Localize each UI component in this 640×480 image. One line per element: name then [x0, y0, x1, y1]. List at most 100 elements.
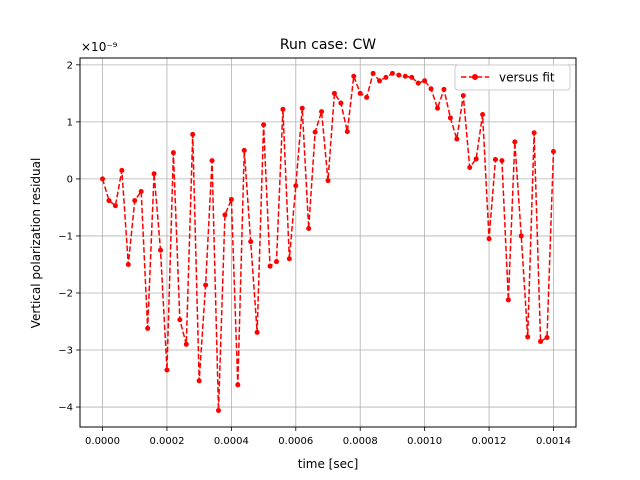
- data-point: [351, 73, 357, 79]
- data-point: [145, 325, 151, 331]
- y-tick-label: −1: [58, 231, 73, 242]
- x-tick-label: 0.0012: [472, 436, 507, 447]
- axes-frame: [79, 57, 577, 428]
- data-point: [209, 158, 215, 164]
- data-point: [389, 70, 395, 76]
- legend-marker: [472, 74, 478, 80]
- data-point: [454, 136, 460, 142]
- x-tick-label: 0.0006: [278, 436, 313, 447]
- data-point: [125, 261, 131, 267]
- x-axis-label: time [sec]: [298, 457, 359, 471]
- series-line: [101, 71, 555, 411]
- data-point: [183, 341, 189, 347]
- data-point: [447, 115, 453, 121]
- data-point: [273, 259, 279, 265]
- data-point: [409, 74, 415, 80]
- grid: [80, 58, 576, 427]
- data-point: [196, 378, 202, 384]
- data-point: [467, 165, 473, 170]
- data-point: [435, 105, 441, 111]
- data-point: [492, 157, 498, 163]
- data-point: [550, 149, 556, 155]
- data-point: [518, 233, 524, 239]
- data-point: [138, 188, 144, 194]
- y-axis: 2 1 0 −1 −2 −3 −4: [58, 60, 80, 414]
- x-tick-label: 0.0010: [407, 436, 442, 447]
- data-point: [235, 382, 241, 388]
- data-point: [428, 86, 434, 92]
- data-point: [100, 176, 106, 182]
- data-point: [357, 90, 363, 96]
- legend: versus fit: [454, 64, 571, 91]
- data-point: [441, 86, 447, 92]
- chart-title: Run case: CW: [280, 37, 376, 53]
- data-point: [525, 334, 531, 340]
- y-tick-label: −4: [58, 403, 73, 414]
- data-point: [499, 158, 505, 164]
- data-point: [241, 147, 247, 153]
- data-point: [158, 247, 164, 253]
- y-tick-label: −3: [58, 346, 73, 357]
- data-point: [228, 196, 234, 202]
- data-point: [364, 94, 370, 100]
- data-point: [299, 105, 305, 111]
- data-point: [331, 90, 337, 96]
- data-point: [370, 70, 376, 76]
- data-point: [132, 198, 138, 204]
- data-point: [306, 226, 312, 232]
- y-tick-label: 2: [67, 60, 73, 71]
- series-versus-fit: [100, 70, 556, 413]
- data-point: [254, 329, 260, 335]
- y-tick-label: −2: [58, 288, 73, 299]
- data-point: [383, 74, 389, 80]
- data-point: [190, 131, 196, 137]
- data-point: [164, 367, 170, 373]
- data-point: [480, 111, 486, 117]
- data-point: [170, 150, 176, 156]
- data-point: [325, 178, 331, 184]
- data-point: [106, 198, 112, 204]
- legend-box: [454, 64, 571, 91]
- data-point: [402, 73, 408, 79]
- data-point: [312, 129, 318, 135]
- data-point: [222, 212, 228, 218]
- data-point: [293, 183, 299, 189]
- data-point: [460, 93, 466, 99]
- data-point: [119, 167, 125, 173]
- data-point: [396, 72, 402, 78]
- x-tick-label: 0.0002: [149, 436, 184, 447]
- data-point: [286, 256, 292, 262]
- x-tick-label: 0.0014: [536, 436, 571, 447]
- data-point: [267, 263, 273, 269]
- data-point: [486, 236, 492, 242]
- data-point: [338, 100, 344, 106]
- data-point: [151, 171, 157, 177]
- y-tick-label: 1: [67, 117, 73, 128]
- data-point: [248, 239, 254, 245]
- y-tick-label: 0: [67, 174, 73, 185]
- data-point: [377, 78, 383, 84]
- x-tick-label: 0.0004: [214, 436, 249, 447]
- data-point: [512, 139, 518, 145]
- data-point: [538, 338, 544, 344]
- y-axis-label: Vertical polarization residual: [29, 158, 43, 329]
- data-point: [344, 129, 350, 135]
- y-axis-multiplier: ×10⁻⁹: [81, 40, 118, 54]
- data-point: [112, 203, 118, 209]
- data-point: [261, 122, 267, 128]
- x-axis: 0.0000 0.0002 0.0004 0.0006 0.0008 0.0010 0.00…: [85, 427, 571, 447]
- data-point: [544, 334, 550, 340]
- data-point: [215, 407, 221, 413]
- legend-label: versus fit: [499, 71, 555, 85]
- data-point: [319, 109, 325, 115]
- x-tick-label: 0.0000: [85, 436, 120, 447]
- data-point: [473, 156, 479, 162]
- x-tick-label: 0.0008: [343, 436, 378, 447]
- data-point: [531, 130, 537, 136]
- data-point: [203, 282, 209, 288]
- data-point: [505, 297, 511, 303]
- data-point: [280, 106, 286, 112]
- data-point: [422, 78, 428, 84]
- data-point: [177, 317, 183, 323]
